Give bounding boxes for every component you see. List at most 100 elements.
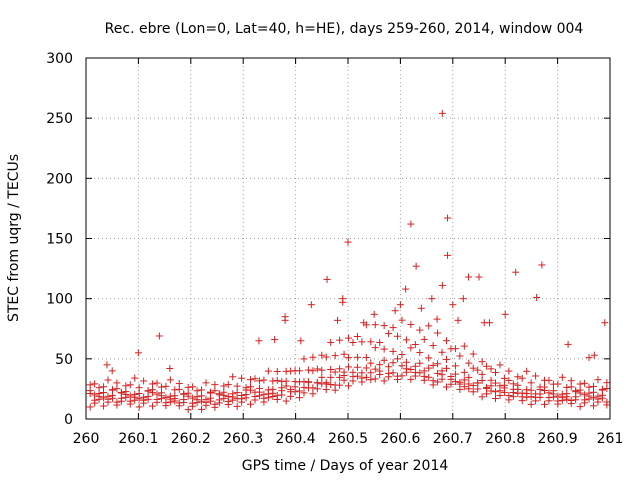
data-point <box>538 261 546 269</box>
track-point <box>318 351 326 359</box>
data-point <box>454 316 462 324</box>
track-point <box>104 392 112 400</box>
track-point <box>371 321 379 329</box>
track-point <box>483 362 491 370</box>
data-point <box>590 351 598 359</box>
track-point <box>492 388 500 396</box>
data-point <box>449 301 457 309</box>
track-point <box>429 342 437 350</box>
track-point <box>420 335 428 343</box>
track-point <box>135 395 143 403</box>
data-point <box>475 273 483 281</box>
track-point <box>309 367 317 375</box>
data-point <box>297 337 305 345</box>
track-point <box>371 375 379 383</box>
track-point <box>594 392 602 400</box>
track-point <box>117 389 125 397</box>
track-point <box>411 362 419 370</box>
track-point <box>407 344 415 352</box>
track-point <box>429 361 437 369</box>
track-point <box>527 400 535 408</box>
track-point <box>567 377 575 385</box>
track-point <box>594 376 602 384</box>
data-point <box>370 310 378 318</box>
track-point <box>367 369 375 377</box>
track-point <box>189 394 197 402</box>
track-point <box>478 393 486 401</box>
y-tick-label: 250 <box>46 111 73 127</box>
track-point <box>309 353 317 361</box>
y-tick-label: 300 <box>46 51 73 67</box>
track-point <box>345 382 353 390</box>
track-point <box>180 390 188 398</box>
track-point <box>545 376 553 384</box>
track-point <box>371 344 379 352</box>
track-point <box>100 394 108 402</box>
track-point <box>585 389 593 397</box>
track-point <box>563 383 571 391</box>
track-point <box>206 389 214 397</box>
track-point <box>380 356 388 364</box>
grid-lines <box>86 58 610 419</box>
track-point <box>327 338 335 346</box>
track-point <box>585 383 593 391</box>
track-point <box>86 403 94 411</box>
x-tick-label: 260.5 <box>328 431 368 447</box>
track-point <box>603 398 611 406</box>
track-point <box>518 374 526 382</box>
track-point <box>487 365 495 373</box>
track-point <box>247 376 255 384</box>
track-point <box>541 400 548 408</box>
track-point <box>376 367 384 375</box>
track-point <box>149 380 157 388</box>
track-point <box>527 386 535 394</box>
track-point <box>140 377 148 385</box>
track-point <box>563 395 571 403</box>
track-point <box>220 388 228 396</box>
data-point <box>585 354 593 362</box>
track-point <box>193 393 201 401</box>
data-point <box>433 315 441 323</box>
y-tick-label: 100 <box>46 292 73 308</box>
track-point <box>451 345 459 353</box>
track-point <box>474 385 482 393</box>
x-tick-label: 260.1 <box>118 431 158 447</box>
track-point <box>451 362 459 370</box>
track-point <box>567 397 575 405</box>
track-point <box>95 384 103 392</box>
data-point <box>407 220 415 228</box>
track-point <box>140 393 148 401</box>
track-point <box>376 339 384 347</box>
track-point <box>398 316 406 324</box>
track-point <box>367 376 375 384</box>
track-point <box>389 369 397 377</box>
track-point <box>255 377 263 385</box>
track-point <box>229 373 237 381</box>
y-tick-label: 150 <box>46 232 73 248</box>
track-point <box>402 336 410 344</box>
track-point <box>336 373 344 381</box>
track-point <box>572 388 580 396</box>
track-point <box>273 376 281 384</box>
track-point <box>398 372 406 380</box>
track-point <box>153 379 161 387</box>
track-point <box>300 355 308 363</box>
track-point <box>523 367 531 375</box>
track-point <box>425 354 433 362</box>
track-point <box>353 353 361 361</box>
track-point <box>269 392 277 400</box>
track-point <box>411 341 419 349</box>
track-point <box>282 397 290 405</box>
track-point <box>184 389 192 397</box>
track-point <box>202 395 210 403</box>
track-point <box>380 322 388 330</box>
track-point <box>514 381 522 389</box>
y-tick-label: 0 <box>64 412 73 428</box>
x-tick-label: 260 <box>73 431 100 447</box>
track-point <box>264 386 272 394</box>
track-point <box>447 375 455 383</box>
track-point <box>536 386 544 394</box>
track-point <box>322 380 330 388</box>
track-point <box>247 383 255 391</box>
chart-title: Rec. ebre (Lon=0, Lat=40, h=HE), days 25… <box>105 21 584 37</box>
